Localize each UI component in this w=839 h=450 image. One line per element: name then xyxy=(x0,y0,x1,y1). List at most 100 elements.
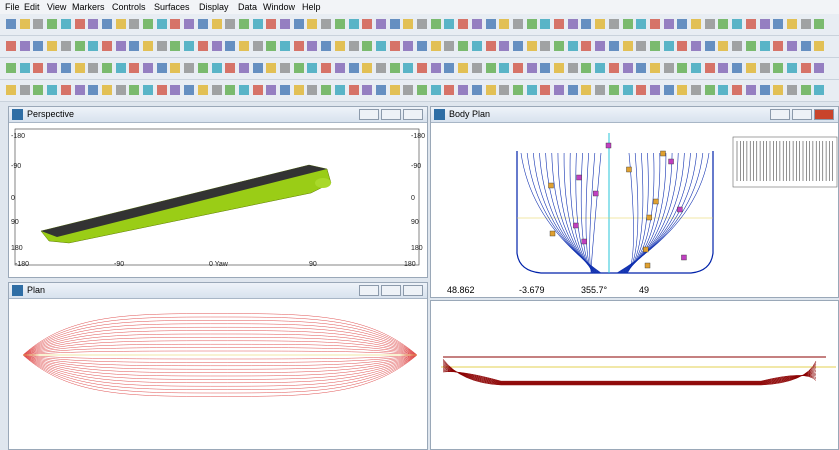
toolbar-button[interactable] xyxy=(704,63,715,73)
toolbar-button[interactable] xyxy=(800,85,811,95)
toolbar-button[interactable] xyxy=(417,63,427,73)
toolbar-button[interactable] xyxy=(348,63,359,73)
toolbar-button[interactable] xyxy=(718,63,729,73)
toolbar-button[interactable] xyxy=(622,63,633,73)
toolbar-button[interactable] xyxy=(471,41,482,51)
toolbar-button[interactable] xyxy=(608,85,619,95)
menu-item[interactable]: View xyxy=(47,2,67,12)
toolbar-button[interactable] xyxy=(554,19,564,29)
toolbar-button[interactable] xyxy=(718,85,729,95)
toolbar-button[interactable] xyxy=(266,85,277,95)
toolbar-button[interactable] xyxy=(430,85,441,95)
menu-item[interactable]: Surfaces xyxy=(154,2,190,12)
toolbar-button[interactable] xyxy=(225,85,236,95)
toolbar-button[interactable] xyxy=(595,63,606,73)
toolbar-button[interactable] xyxy=(252,19,263,29)
toolbar-button[interactable] xyxy=(704,41,715,51)
toolbar-button[interactable] xyxy=(101,63,112,73)
toolbar-button[interactable] xyxy=(389,63,400,73)
toolbar-button[interactable] xyxy=(800,19,811,29)
menu-item[interactable]: Markers xyxy=(72,2,105,12)
toolbar-button[interactable] xyxy=(33,19,44,29)
toolbar-button[interactable] xyxy=(129,19,140,29)
toolbar-button[interactable] xyxy=(280,19,290,29)
toolbar-button[interactable] xyxy=(389,19,400,29)
toolbar-button[interactable] xyxy=(211,85,222,95)
toolbar-button[interactable] xyxy=(608,41,619,51)
toolbar-button[interactable] xyxy=(334,41,345,51)
toolbar-button[interactable] xyxy=(663,63,674,73)
toolbar-button[interactable] xyxy=(238,19,249,29)
toolbar-button[interactable] xyxy=(19,63,30,73)
toolbar-button[interactable] xyxy=(759,41,770,51)
toolbar-button[interactable] xyxy=(444,63,455,73)
toolbar-button[interactable] xyxy=(321,41,332,51)
menu-item[interactable]: Help xyxy=(302,2,321,12)
toolbar-button[interactable] xyxy=(184,85,195,95)
toolbar-button[interactable] xyxy=(293,19,304,29)
toolbar-button[interactable] xyxy=(321,63,332,73)
toolbar-button[interactable] xyxy=(581,63,592,73)
toolbar-button[interactable] xyxy=(554,85,564,95)
toolbar-button[interactable] xyxy=(197,63,208,73)
toolbar-button[interactable] xyxy=(512,63,523,73)
toolbar-button[interactable] xyxy=(567,19,578,29)
toolbar-button[interactable] xyxy=(759,85,770,95)
toolbar-button[interactable] xyxy=(814,41,825,51)
toolbar-button[interactable] xyxy=(225,19,236,29)
toolbar-button[interactable] xyxy=(307,85,318,95)
toolbar-button[interactable] xyxy=(6,19,16,29)
toolbar-button[interactable] xyxy=(252,41,263,51)
toolbar-button[interactable] xyxy=(595,85,606,95)
toolbar-button[interactable] xyxy=(362,41,373,51)
toolbar-button[interactable] xyxy=(101,41,112,51)
toolbar-button[interactable] xyxy=(403,41,414,51)
toolbar-button[interactable] xyxy=(485,41,496,51)
toolbar-button[interactable] xyxy=(293,41,304,51)
toolbar-button[interactable] xyxy=(458,85,469,95)
toolbar-button[interactable] xyxy=(526,19,537,29)
toolbar-button[interactable] xyxy=(74,63,85,73)
toolbar-button[interactable] xyxy=(375,63,386,73)
toolbar-button[interactable] xyxy=(348,19,359,29)
toolbar-button[interactable] xyxy=(814,63,825,73)
toolbar-button[interactable] xyxy=(540,85,551,95)
toolbar-button[interactable] xyxy=(636,85,647,95)
toolbar-button[interactable] xyxy=(444,41,455,51)
toolbar-button[interactable] xyxy=(499,63,510,73)
toolbar-button[interactable] xyxy=(389,85,400,95)
toolbar-button[interactable] xyxy=(143,41,153,51)
toolbar-button[interactable] xyxy=(129,85,140,95)
toolbar-button[interactable] xyxy=(636,41,647,51)
maximize-button[interactable] xyxy=(381,109,401,120)
toolbar-button[interactable] xyxy=(252,63,263,73)
menu-item[interactable]: File xyxy=(5,2,20,12)
toolbar-button[interactable] xyxy=(101,19,112,29)
minimize-button[interactable] xyxy=(359,109,379,120)
toolbar-button[interactable] xyxy=(156,19,167,29)
toolbar-button[interactable] xyxy=(471,19,482,29)
toolbar-button[interactable] xyxy=(471,85,482,95)
toolbar-button[interactable] xyxy=(184,19,195,29)
toolbar-button[interactable] xyxy=(786,85,797,95)
toolbar-button[interactable] xyxy=(444,85,455,95)
toolbar-button[interactable] xyxy=(266,63,277,73)
toolbar-button[interactable] xyxy=(485,63,496,73)
toolbar-button[interactable] xyxy=(156,63,167,73)
toolbar-button[interactable] xyxy=(197,85,208,95)
toolbar-button[interactable] xyxy=(225,41,236,51)
toolbar-button[interactable] xyxy=(786,63,797,73)
toolbar-button[interactable] xyxy=(334,85,345,95)
toolbar-button[interactable] xyxy=(88,63,99,73)
toolbar-button[interactable] xyxy=(814,19,825,29)
toolbar-button[interactable] xyxy=(773,85,784,95)
toolbar-button[interactable] xyxy=(33,85,44,95)
toolbar-button[interactable] xyxy=(540,41,551,51)
toolbar-button[interactable] xyxy=(512,85,523,95)
toolbar-button[interactable] xyxy=(649,19,660,29)
toolbar-button[interactable] xyxy=(745,85,756,95)
toolbar-button[interactable] xyxy=(321,85,332,95)
toolbar-button[interactable] xyxy=(280,63,290,73)
toolbar-button[interactable] xyxy=(636,63,647,73)
toolbar-button[interactable] xyxy=(74,85,85,95)
